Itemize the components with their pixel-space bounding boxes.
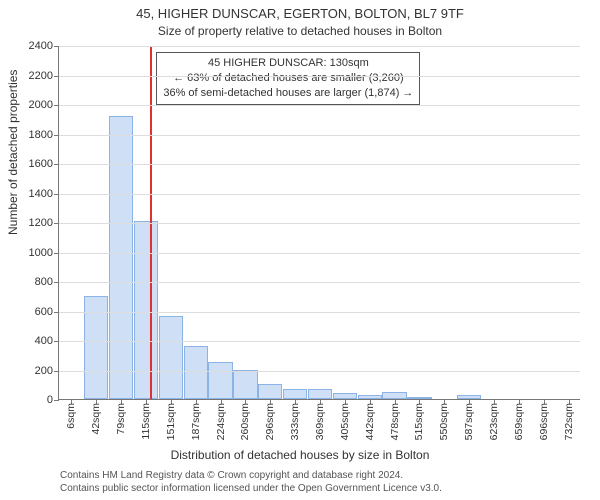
y-gridline [59, 253, 580, 254]
x-tick-label: 659sqm [513, 403, 525, 440]
y-gridline [59, 312, 580, 313]
y-tick-label: 2000 [29, 99, 59, 111]
x-tick-label: 732sqm [563, 403, 575, 440]
histogram-bar [382, 392, 406, 399]
y-axis-label: Number of detached properties [6, 70, 20, 235]
x-tick-label: 623sqm [488, 403, 500, 440]
y-gridline [59, 164, 580, 165]
copyright-line-2: Contains public sector information licen… [60, 483, 580, 496]
histogram-bar [159, 316, 183, 399]
x-tick-label: 333sqm [289, 403, 301, 440]
callout-line: 36% of semi-detached houses are larger (… [163, 86, 413, 101]
y-tick-label: 2400 [29, 40, 59, 52]
copyright-text: Contains HM Land Registry data © Crown c… [60, 470, 580, 495]
histogram-bar [184, 346, 208, 399]
y-tick-label: 400 [35, 335, 59, 347]
y-tick-label: 1000 [29, 247, 59, 259]
x-tick-label: 6sqm [65, 403, 77, 429]
x-tick-label: 369sqm [314, 403, 326, 440]
histogram-bar [134, 221, 158, 399]
histogram-bar [308, 389, 332, 399]
x-tick-label: 79sqm [115, 403, 127, 435]
y-gridline [59, 135, 580, 136]
y-gridline [59, 76, 580, 77]
histogram-bar [208, 362, 232, 399]
histogram-bar [109, 116, 133, 399]
y-tick-label: 1800 [29, 129, 59, 141]
histogram-chart: 45, HIGHER DUNSCAR, EGERTON, BOLTON, BL7… [0, 0, 600, 500]
y-tick-label: 200 [35, 365, 59, 377]
x-tick-label: 296sqm [264, 403, 276, 440]
x-tick-label: 696sqm [538, 403, 550, 440]
y-gridline [59, 371, 580, 372]
histogram-bar [233, 370, 257, 400]
x-tick-label: 587sqm [463, 403, 475, 440]
chart-title-main: 45, HIGHER DUNSCAR, EGERTON, BOLTON, BL7… [0, 6, 600, 21]
y-tick-label: 2200 [29, 70, 59, 82]
y-tick-label: 600 [35, 306, 59, 318]
y-gridline [59, 105, 580, 106]
plot-area: 45 HIGHER DUNSCAR: 130sqm← 63% of detach… [58, 46, 580, 400]
copyright-line-1: Contains HM Land Registry data © Crown c… [60, 470, 580, 483]
chart-title-sub: Size of property relative to detached ho… [0, 24, 600, 38]
y-tick-label: 1200 [29, 217, 59, 229]
reference-callout: 45 HIGHER DUNSCAR: 130sqm← 63% of detach… [156, 52, 420, 105]
x-tick-label: 187sqm [190, 403, 202, 440]
callout-line: 45 HIGHER DUNSCAR: 130sqm [163, 56, 413, 71]
x-tick-label: 151sqm [165, 403, 177, 440]
x-tick-label: 442sqm [364, 403, 376, 440]
x-tick-label: 42sqm [90, 403, 102, 435]
x-tick-label: 260sqm [239, 403, 251, 440]
y-tick-label: 1400 [29, 188, 59, 200]
histogram-bar [283, 389, 307, 399]
y-gridline [59, 194, 580, 195]
y-tick-label: 0 [47, 394, 59, 406]
y-tick-label: 1600 [29, 158, 59, 170]
x-tick-label: 550sqm [438, 403, 450, 440]
y-gridline [59, 223, 580, 224]
x-tick-label: 515sqm [413, 403, 425, 440]
y-gridline [59, 46, 580, 47]
x-tick-label: 224sqm [215, 403, 227, 440]
x-tick-label: 478sqm [389, 403, 401, 440]
x-tick-label: 405sqm [339, 403, 351, 440]
y-gridline [59, 341, 580, 342]
y-gridline [59, 282, 580, 283]
y-tick-label: 800 [35, 276, 59, 288]
callout-line: ← 63% of detached houses are smaller (3,… [163, 71, 413, 86]
histogram-bar [258, 384, 282, 399]
x-tick-label: 115sqm [140, 403, 152, 440]
x-axis-label: Distribution of detached houses by size … [0, 448, 600, 462]
